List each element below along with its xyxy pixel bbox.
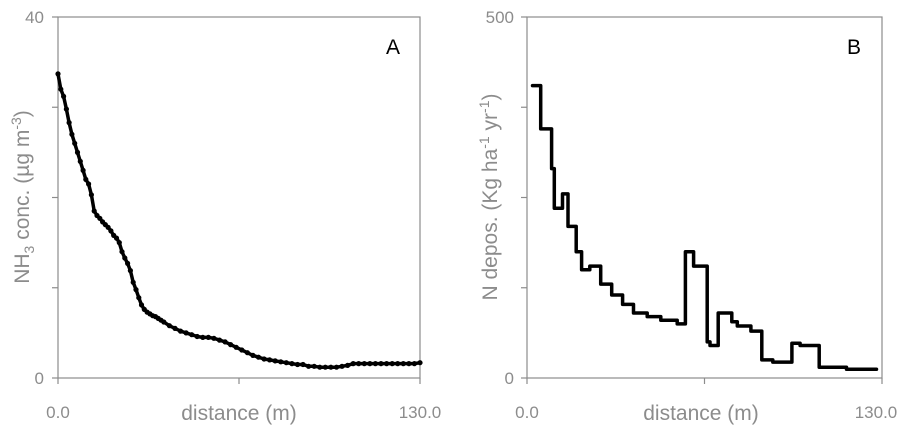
panel-a-data-point: [211, 335, 217, 341]
panel-b: 500 0 0.0 130.0 distance (m) N depos. (K…: [476, 8, 897, 425]
panel-a-data-point: [127, 268, 133, 274]
panel-a-data-point: [350, 361, 356, 367]
panel-a-data-point: [66, 120, 72, 126]
panel-a-data-point: [58, 86, 64, 92]
panel-a-series: [55, 71, 423, 370]
panel-a-data-point: [130, 279, 136, 285]
panel-a-data-point: [83, 176, 89, 182]
panel-a-data-point: [400, 361, 406, 367]
panel-a-data-point: [267, 357, 273, 363]
panel-a-data-point: [125, 260, 131, 266]
panel-a-data-point: [63, 106, 69, 112]
panel-a-data-point: [116, 240, 122, 246]
panel-a-data-point: [183, 330, 189, 336]
panel-a-data-point: [411, 361, 417, 367]
panel-a-y-tick-top: 40: [25, 8, 44, 27]
panel-a-data-point: [77, 158, 83, 164]
panel-a-plot-frame: [57, 16, 421, 379]
panel-a-data-point: [108, 228, 114, 234]
panel-b-y-axis-label: N depos. (Kg ha-1 yr-1): [476, 94, 502, 301]
panel-a-data-point: [105, 224, 111, 230]
panel-a-data-point: [361, 361, 367, 367]
panel-a-data-point: [294, 361, 301, 368]
panel-a-data-point: [205, 334, 211, 340]
panel-b-plot-frame: [526, 16, 883, 379]
panel-a-data-point: [417, 360, 423, 366]
panel-a-data-point: [113, 235, 120, 241]
panel-a-data-point: [133, 287, 139, 293]
panel-a-data-point: [339, 363, 345, 369]
panel-a-data-point: [300, 361, 306, 368]
panel-a-data-point: [200, 334, 206, 340]
panel-a-data-point: [250, 352, 256, 358]
panel-a-data-point: [55, 71, 61, 77]
panel-a-x-axis-label: distance (m): [181, 402, 297, 425]
panel-a-data-point: [97, 215, 103, 221]
panel-a-data-point: [72, 140, 78, 146]
panel-a-data-point: [328, 364, 334, 370]
panel-a-x-tick-right: 130.0: [399, 403, 442, 422]
panel-b-series-line: [530, 83, 879, 372]
panel-a-data-point: [306, 363, 312, 369]
panel-a-data-point: [317, 364, 323, 370]
panel-b-x-axis-label: distance (m): [643, 402, 759, 425]
panel-a-data-point: [161, 319, 167, 325]
panel-b-series: [530, 83, 879, 372]
panel-a-data-point: [61, 93, 67, 99]
panel-a-data-point: [177, 328, 184, 334]
panel-a-data-point: [389, 361, 395, 367]
panel-a-data-point: [322, 364, 328, 370]
panel-a-data-point: [372, 361, 378, 367]
panel-a-data-point: [122, 255, 128, 261]
panel-a-data-point: [69, 131, 75, 137]
panel-a-data-point: [395, 361, 401, 367]
panel-a-x-tick-left: 0.0: [46, 403, 70, 422]
panel-a-data-point: [138, 302, 145, 308]
panel-a-data-point: [356, 361, 362, 367]
panel-a-data-point: [166, 323, 172, 329]
panel-a-data-point: [289, 361, 295, 367]
panel-b-y-tick-bottom: 0: [505, 369, 514, 388]
panel-a-y-tick-bottom: 0: [35, 369, 44, 388]
panel-a-data-point: [119, 249, 125, 255]
panel-a-tick-marks: [52, 16, 421, 384]
panel-b-x-tick-right: 130.0: [855, 403, 898, 422]
panel-a-data-point: [91, 208, 97, 214]
panel-a-data-point: [367, 361, 373, 367]
panel-a-data-point: [278, 359, 284, 365]
panel-a-data-point: [378, 361, 384, 367]
panel-a-data-point: [222, 339, 228, 345]
panel-a-series-line: [56, 72, 422, 369]
panel-a-data-point: [261, 356, 267, 362]
panel-b-x-tick-left: 0.0: [515, 403, 539, 422]
panel-a-data-point: [333, 364, 340, 370]
panel-a-data-point: [74, 149, 81, 155]
panel-b-tick-marks: [521, 16, 883, 384]
panel-b-y-tick-top: 500: [486, 8, 514, 27]
panel-a-data-point: [406, 361, 412, 367]
panel-a-data-point: [88, 192, 94, 198]
panel-a-data-point: [311, 363, 317, 369]
panel-a-data-point: [80, 167, 86, 173]
panel-a-data-point: [216, 337, 223, 343]
panel-b-label: B: [847, 36, 861, 59]
panel-a-data-point: [255, 354, 262, 360]
panel-a-data-point: [189, 332, 195, 338]
panel-a-data-point: [194, 333, 200, 340]
panel-a-data-point: [384, 361, 390, 367]
panel-a-data-point: [233, 344, 239, 350]
panel-a-data-point: [136, 295, 142, 301]
panel-a-label: A: [386, 36, 400, 59]
panel-a-data-point: [228, 342, 234, 348]
panel-a-data-point: [272, 358, 278, 364]
panel-a-data-point: [86, 181, 92, 187]
panel-a-y-axis-label: NH3 conc. (µg m-3): [8, 110, 37, 284]
panel-a: 40 0 0.0 130.0 distance (m) NH3 conc. (µ…: [8, 8, 441, 425]
panel-a-data-point: [345, 362, 351, 368]
panel-a-data-point: [244, 350, 250, 356]
panel-a-data-point: [239, 347, 245, 353]
panel-a-data-point: [172, 325, 178, 331]
panel-a-data-point: [283, 360, 289, 366]
